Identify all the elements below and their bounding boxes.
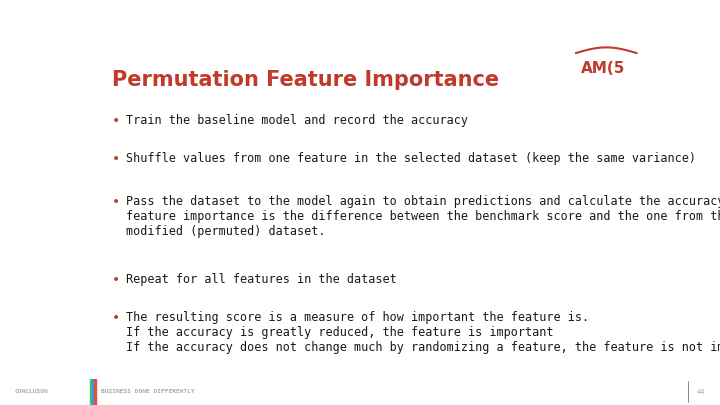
Text: •: • <box>112 114 121 128</box>
Text: Permutation Feature Importance: Permutation Feature Importance <box>112 70 500 90</box>
Text: Pass the dataset to the model again to obtain predictions and calculate the accu: Pass the dataset to the model again to o… <box>126 195 720 238</box>
Text: Repeat for all features in the dataset: Repeat for all features in the dataset <box>126 273 397 286</box>
Text: Train the baseline model and record the accuracy: Train the baseline model and record the … <box>126 114 468 127</box>
Text: •: • <box>112 151 121 166</box>
Bar <box>90 379 94 405</box>
Text: •: • <box>112 273 121 287</box>
Bar <box>94 379 96 405</box>
Text: The resulting score is a measure of how important the feature is.
If the accurac: The resulting score is a measure of how … <box>126 311 720 354</box>
Text: CONCLUSON: CONCLUSON <box>14 389 48 394</box>
Text: AM(5: AM(5 <box>581 61 626 76</box>
Text: BUSINESS DONE DIFFERENTLY: BUSINESS DONE DIFFERENTLY <box>101 389 194 394</box>
Text: •: • <box>112 311 121 324</box>
Text: •: • <box>112 195 121 209</box>
Bar <box>92 379 94 405</box>
Text: 44: 44 <box>697 389 706 395</box>
Text: Shuffle values from one feature in the selected dataset (keep the same variance): Shuffle values from one feature in the s… <box>126 151 696 164</box>
